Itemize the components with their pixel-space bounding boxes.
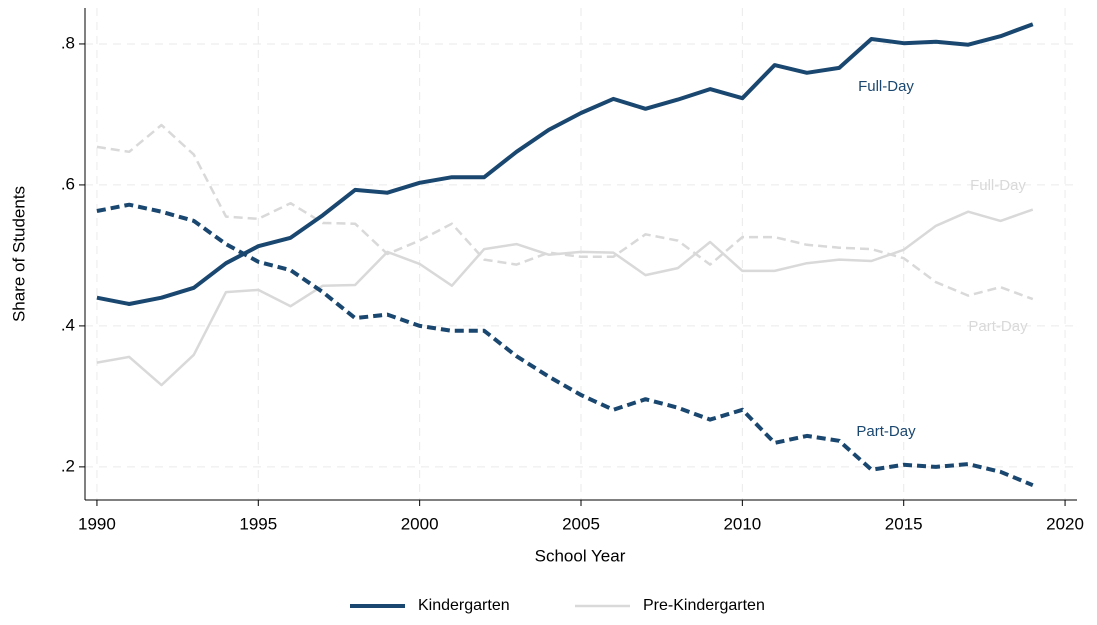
x-tick-label: 2015 [885,514,923,533]
y-tick-label: .6 [61,174,75,193]
data-line [96,123,1034,301]
line-label: Full-Day [970,177,1026,194]
x-axis-label: School Year [535,546,626,565]
line-label: Full-Day [858,78,914,95]
line-label: Part-Day [856,423,916,440]
legend-label: Kindergarten [418,597,510,614]
x-tick-label: 2010 [723,514,761,533]
legend-label: Pre-Kindergarten [643,597,765,614]
x-tick-label: 1990 [78,514,116,533]
y-tick-label: .2 [61,456,75,475]
x-tick-label: 2020 [1046,514,1084,533]
y-axis-label: Share of Students [9,186,28,322]
x-tick-label: 2000 [401,514,439,533]
line-label: Part-Day [968,318,1028,335]
data-line [96,22,1034,306]
x-tick-label: 1995 [239,514,277,533]
data-line [96,202,1034,488]
x-tick-label: 2005 [562,514,600,533]
y-tick-label: .8 [61,33,75,52]
data-line [96,208,1034,387]
y-tick-label: .4 [61,315,75,334]
